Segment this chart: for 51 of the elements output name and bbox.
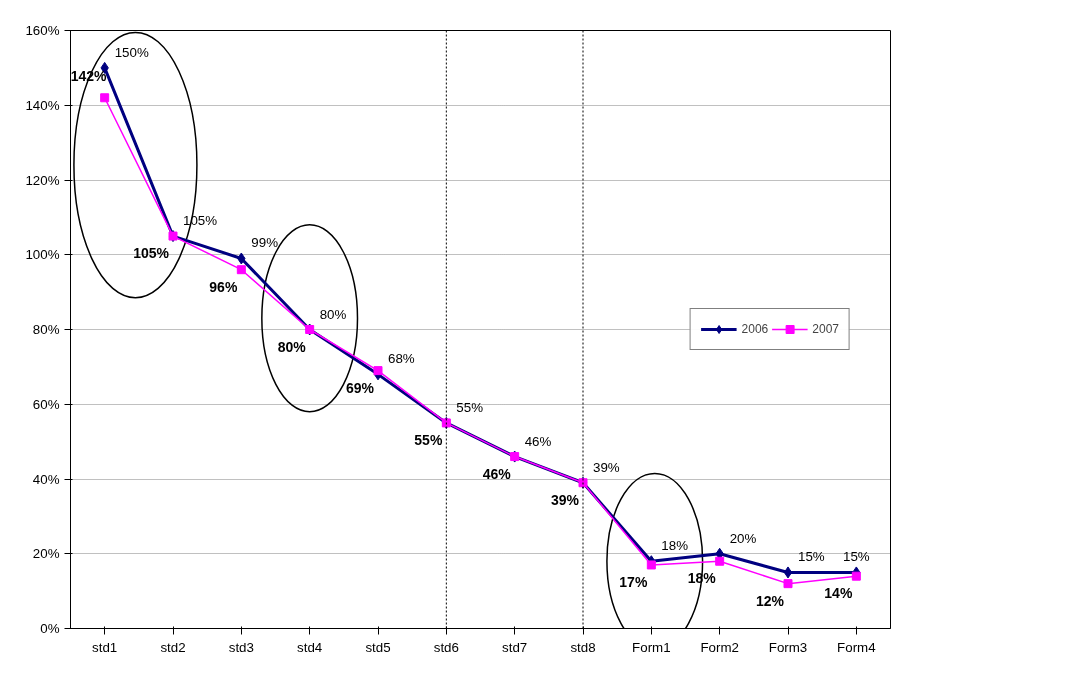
data-label: 69% <box>345 379 375 396</box>
y-tick-label: 80% <box>32 322 60 337</box>
y-tick-label: 20% <box>32 546 60 562</box>
data-label: 150% <box>114 44 149 60</box>
point <box>236 265 246 275</box>
data-label: 39% <box>550 491 580 508</box>
data-label: 68% <box>388 351 415 367</box>
x-tick-label: Form4 <box>837 639 877 655</box>
y-tick-label: 100% <box>25 247 60 263</box>
data-label: 99% <box>251 235 279 251</box>
data-label: 105% <box>133 245 170 262</box>
data-label: 15% <box>798 549 825 565</box>
x-tick-label: std5 <box>365 639 391 655</box>
legend-label: 2006 <box>741 322 769 336</box>
x-tick-label: Form3 <box>768 639 808 655</box>
data-label: 15% <box>843 549 870 565</box>
point <box>851 571 861 581</box>
data-label: 80% <box>319 306 347 322</box>
x-tick-label: Form1 <box>632 639 671 655</box>
y-tick-label: 140% <box>25 97 60 113</box>
data-label: 55% <box>456 399 484 415</box>
data-label: 39% <box>593 459 620 475</box>
data-label: 20% <box>729 530 757 546</box>
data-label: 18% <box>661 538 689 554</box>
point <box>715 556 725 566</box>
data-label: 80% <box>277 338 307 355</box>
x-tick-label: std3 <box>228 639 254 655</box>
data-label: 46% <box>524 433 552 449</box>
y-tick-label: 40% <box>32 471 60 487</box>
y-tick-label: 160% <box>25 23 60 38</box>
data-label: 12% <box>755 592 785 609</box>
point <box>783 579 793 589</box>
x-tick-label: std1 <box>92 639 118 655</box>
data-label: 46% <box>482 465 512 482</box>
point <box>100 93 110 103</box>
y-tick-label: 120% <box>25 172 60 188</box>
x-tick-label: std7 <box>502 639 528 655</box>
point <box>373 366 383 376</box>
y-tick-label: 60% <box>32 396 60 412</box>
x-tick-label: std8 <box>570 639 596 655</box>
x-tick-label: std4 <box>297 639 323 655</box>
x-tick-label: Form2 <box>700 639 739 655</box>
data-label: 14% <box>824 585 853 602</box>
y-tick-label: 0% <box>40 621 60 636</box>
point <box>646 560 656 570</box>
x-tick-label: std6 <box>433 639 459 655</box>
data-label: 55% <box>414 431 443 448</box>
data-label: 17% <box>619 573 648 590</box>
data-label: 96% <box>209 278 238 295</box>
x-tick-label: std2 <box>160 639 186 655</box>
legend-label: 2007 <box>812 322 839 336</box>
